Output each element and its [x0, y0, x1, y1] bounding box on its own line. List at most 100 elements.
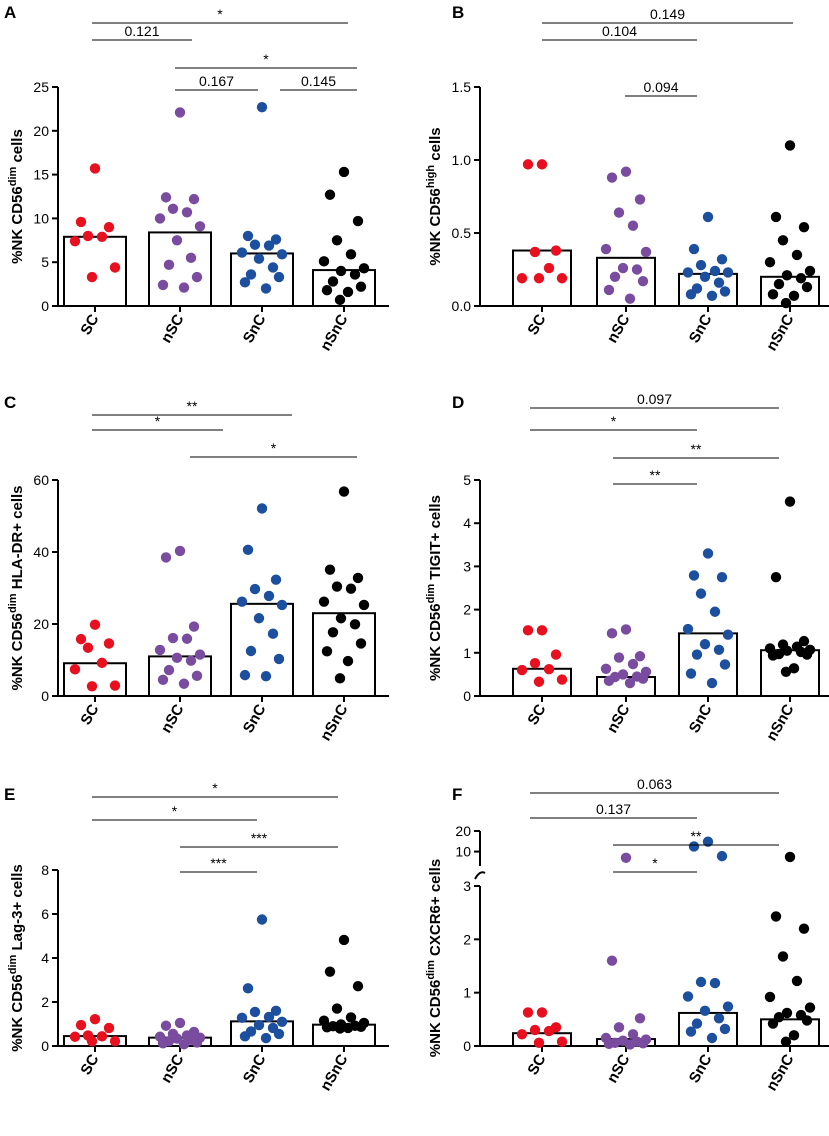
data-point-snc [249, 1006, 261, 1018]
data-point-nsc [191, 1037, 203, 1048]
significance-label: * [271, 440, 277, 456]
data-point-snc [239, 1031, 251, 1042]
data-point-snc [236, 1012, 248, 1024]
data-point-nsnc [773, 278, 785, 290]
data-point-nsnc [788, 663, 800, 674]
data-point-nsnc [334, 294, 346, 306]
y-axis-label: %NK CD56dim TIGIT+ cells [425, 495, 444, 681]
x-category-label: nSC [158, 311, 188, 346]
y-label-superscript: dim [7, 167, 19, 187]
data-point-nsc [174, 545, 186, 557]
data-point-nsc [167, 632, 179, 644]
data-point-nsnc [327, 276, 339, 287]
data-point-nsc [194, 221, 206, 232]
data-point-nsc [174, 1017, 186, 1029]
x-category-label: SnC [686, 311, 716, 346]
y-tick-label: 0 [463, 688, 471, 704]
y-label-prefix: %NK CD56 [427, 980, 444, 1058]
data-point-snc [702, 836, 714, 847]
data-point-nsnc [321, 285, 333, 296]
data-point-nsnc [318, 596, 330, 607]
data-point-snc [713, 277, 725, 288]
data-point-nsc [167, 203, 179, 214]
y-tick-label: 1.0 [452, 152, 472, 168]
data-point-snc [267, 628, 279, 639]
data-point-nsc [171, 235, 183, 246]
data-point-sc [103, 1022, 115, 1034]
data-point-nsc [613, 1022, 625, 1033]
data-point-snc [236, 596, 248, 607]
data-point-nsc [157, 674, 169, 685]
data-point-nsc [178, 282, 190, 293]
panel-letter: D [452, 393, 464, 412]
data-point-snc [685, 1026, 697, 1037]
data-point-nsnc [321, 1022, 333, 1033]
data-point-snc [253, 613, 265, 624]
data-point-snc [263, 1011, 275, 1023]
y-label-prefix: %NK CD56 [427, 188, 444, 266]
significance-label: * [263, 51, 269, 67]
data-point-snc [276, 249, 288, 260]
y-tick-label: 25 [33, 79, 49, 95]
x-category-label: SnC [686, 701, 716, 736]
y-tick-label: 2 [463, 602, 471, 618]
y-tick-label: 0.0 [452, 298, 472, 314]
data-point-snc [263, 590, 275, 602]
data-point-nsc [603, 675, 615, 687]
data-point-sc [556, 1036, 568, 1047]
x-category-label: nSnC [763, 701, 797, 744]
y-tick-label: 15 [33, 167, 49, 183]
data-point-nsnc [788, 290, 800, 301]
data-point-nsnc [764, 257, 776, 268]
data-point-nsc [160, 192, 172, 203]
panel-f: F 0 1 2 3 10 20 %NK CD56dim CXCR6+ cells SC nSC Sn… [425, 776, 829, 1094]
data-point-nsnc [342, 286, 354, 298]
x-category-label: nSC [158, 1051, 188, 1086]
y-label-prefix: %NK CD56 [427, 603, 444, 681]
data-point-sc [556, 674, 568, 685]
y-label-superscript: dim [425, 584, 437, 604]
data-point-snc [722, 1001, 734, 1012]
significance-label: 0.094 [643, 79, 678, 95]
data-point-nsnc [334, 673, 346, 684]
y-tick-label: 20 [33, 123, 49, 139]
data-point-nsnc [801, 649, 813, 660]
y-label-suffix: cells [427, 127, 444, 165]
data-point-snc [695, 588, 707, 599]
data-point-nsnc [777, 235, 789, 246]
x-category-label: SC [524, 311, 549, 338]
data-point-sc [516, 1029, 528, 1040]
data-point-snc [267, 262, 279, 273]
data-point-snc [245, 269, 257, 280]
significance-label: * [611, 413, 617, 429]
y-tick-label: 0 [41, 688, 49, 704]
data-point-snc [242, 230, 254, 242]
data-point-nsnc [798, 923, 810, 934]
data-point-nsc [620, 624, 632, 635]
data-point-sc [75, 1019, 87, 1031]
data-point-sc [109, 680, 121, 691]
y-tick-label: 20 [455, 823, 471, 839]
data-point-sc [86, 681, 98, 692]
data-point-sc [536, 625, 548, 636]
data-point-nsc [181, 633, 193, 644]
data-point-snc [695, 259, 707, 271]
data-point-snc [242, 544, 254, 556]
y-axis-label: %NK CD56dim Lag-3+ cells [7, 864, 26, 1052]
x-category-label: SC [77, 701, 102, 728]
data-point-sc [109, 1035, 121, 1047]
y-label-suffix: cells [9, 129, 26, 167]
data-point-sc [516, 273, 528, 284]
y-tick-label: 4 [463, 515, 471, 531]
data-point-sc [522, 1007, 534, 1018]
significance-label: 0.145 [301, 73, 336, 89]
data-point-nsc [637, 673, 649, 684]
data-point-nsnc [355, 281, 367, 292]
panel-letter: A [4, 3, 16, 22]
data-point-sc [75, 216, 87, 228]
data-point-snc [706, 677, 718, 689]
data-point-nsnc [335, 265, 347, 277]
data-point-nsnc [791, 975, 803, 987]
data-point-snc [699, 271, 711, 282]
data-point-nsnc [767, 289, 779, 300]
